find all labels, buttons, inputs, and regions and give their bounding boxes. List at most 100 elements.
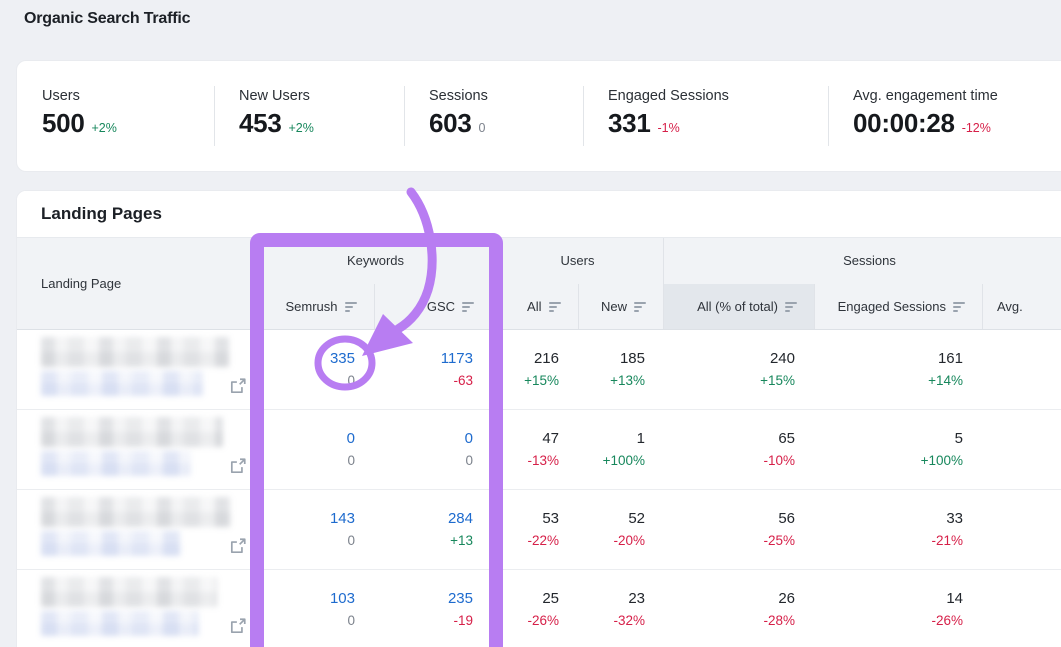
cell-value: 33: [946, 510, 963, 527]
metric-label: Sessions: [429, 88, 488, 104]
cell-value: 53: [542, 510, 559, 527]
cell-delta: +14%: [928, 373, 963, 388]
column-header-all-percent-of-total[interactable]: All (% of total): [664, 283, 814, 329]
cell-delta: +13%: [610, 373, 645, 388]
external-link-icon[interactable]: [229, 617, 247, 635]
metric-value: 603: [429, 108, 472, 138]
cell-value: 185: [619, 350, 645, 367]
cell-avg: [981, 410, 1061, 489]
table-header: Landing Page Keywords Semrush GSC Users …: [17, 238, 1061, 330]
cell-value: 1: [636, 430, 645, 447]
cell-delta: 0: [465, 453, 473, 468]
cell-delta: +13: [450, 533, 473, 548]
redacted-url-line: [41, 451, 191, 476]
cell-users-all: 47 -13%: [491, 410, 577, 489]
redacted-url-line: [41, 417, 223, 447]
sort-icon[interactable]: [462, 301, 475, 313]
table-row: 103 0 235 -19 25 -26% 23 -32% 26 -28% 14…: [17, 570, 1061, 647]
cell-value: 25: [542, 590, 559, 607]
cell-delta: +100%: [920, 453, 963, 468]
column-header-all[interactable]: All: [492, 284, 578, 330]
metric-sessions: Sessions 603 0: [404, 61, 583, 171]
sort-icon[interactable]: [785, 301, 798, 313]
cell-delta: -63: [453, 373, 473, 388]
sort-icon[interactable]: [953, 301, 966, 313]
keyword-count-link[interactable]: 335: [329, 350, 355, 367]
cell-engaged-sessions: 161 +14%: [813, 330, 981, 409]
metric-value: 331: [608, 108, 651, 138]
column-label: Semrush: [285, 298, 338, 314]
column-header-avg[interactable]: Avg.: [982, 283, 1061, 329]
cell-semrush: 103 0: [259, 570, 373, 647]
external-link-icon[interactable]: [229, 457, 247, 475]
cell-users-all: 216 +15%: [491, 330, 577, 409]
column-header-semrush[interactable]: Semrush: [260, 284, 374, 330]
landing-page-cell: [17, 570, 259, 647]
column-label: New: [600, 298, 627, 314]
column-label: Avg.: [997, 298, 1023, 314]
cell-users-new: 185 +13%: [577, 330, 663, 409]
metric-delta: -12%: [961, 121, 991, 135]
cell-value: 240: [769, 350, 795, 367]
column-label: All: [527, 298, 542, 314]
metric-engaged-sessions: Engaged Sessions 331 -1%: [583, 61, 828, 171]
cell-delta: +100%: [602, 453, 645, 468]
cell-delta: 0: [347, 373, 355, 388]
cell-delta: -20%: [613, 533, 645, 548]
landing-page-cell: [17, 490, 259, 569]
cell-users-all: 25 -26%: [491, 570, 577, 647]
cell-users-new: 23 -32%: [577, 570, 663, 647]
cell-gsc: 235 -19: [373, 570, 491, 647]
metric-delta: +2%: [91, 121, 117, 135]
cell-engaged-sessions: 5 +100%: [813, 410, 981, 489]
cell-sessions-all: 65 -10%: [663, 410, 813, 489]
column-group-sessions: Sessions All (% of total) Engaged Sessio…: [663, 238, 1061, 329]
cell-value: 161: [937, 350, 963, 367]
column-header-gsc[interactable]: GSC: [373, 283, 492, 329]
cell-engaged-sessions: 14 -26%: [813, 570, 981, 647]
cell-delta: -10%: [763, 453, 795, 468]
keyword-count-link[interactable]: 143: [329, 510, 355, 527]
cell-delta: -26%: [527, 613, 559, 628]
cell-delta: 0: [347, 453, 355, 468]
keyword-count-link[interactable]: 0: [346, 430, 355, 447]
column-header-engaged-sessions[interactable]: Engaged Sessions: [814, 283, 982, 329]
redacted-url-line: [41, 611, 199, 636]
metrics-summary-card: Users 500 +2% New Users 453 +2% Sessions…: [16, 60, 1061, 172]
cell-value: 216: [533, 350, 559, 367]
redacted-url-line: [41, 497, 231, 527]
cell-value: 56: [778, 510, 795, 527]
external-link-icon[interactable]: [229, 537, 247, 555]
cell-delta: -32%: [613, 613, 645, 628]
keyword-count-link[interactable]: 103: [329, 590, 355, 607]
sort-icon[interactable]: [634, 301, 647, 313]
cell-semrush: 143 0: [259, 490, 373, 569]
cell-users-new: 52 -20%: [577, 490, 663, 569]
keyword-count-link[interactable]: 235: [447, 590, 473, 607]
keyword-count-link[interactable]: 0: [464, 430, 473, 447]
sort-icon[interactable]: [344, 301, 358, 313]
cell-gsc: 284 +13: [373, 490, 491, 569]
cell-sessions-all: 56 -25%: [663, 490, 813, 569]
metric-delta: 0: [478, 121, 486, 135]
landing-pages-title: Landing Pages: [17, 191, 1061, 238]
keyword-count-link[interactable]: 1173: [440, 350, 473, 367]
group-label: Keywords: [346, 253, 405, 269]
cell-delta: -13%: [527, 453, 559, 468]
cell-value: 65: [778, 430, 795, 447]
cell-engaged-sessions: 33 -21%: [813, 490, 981, 569]
metric-label: New Users: [239, 88, 310, 104]
cell-gsc: 0 0: [373, 410, 491, 489]
sort-icon[interactable]: [548, 301, 562, 313]
keyword-count-link[interactable]: 284: [447, 510, 473, 527]
column-header-new[interactable]: New: [577, 283, 664, 329]
cell-delta: 0: [347, 533, 355, 548]
cell-delta: -21%: [931, 533, 963, 548]
cell-users-all: 53 -22%: [491, 490, 577, 569]
landing-page-cell: [17, 410, 259, 489]
metric-label: Users: [42, 88, 80, 104]
external-link-icon[interactable]: [229, 377, 247, 395]
cell-delta: 0: [347, 613, 355, 628]
redacted-url-line: [41, 371, 203, 396]
landing-pages-card: Landing Pages Landing Page Keywords Semr…: [16, 190, 1061, 647]
